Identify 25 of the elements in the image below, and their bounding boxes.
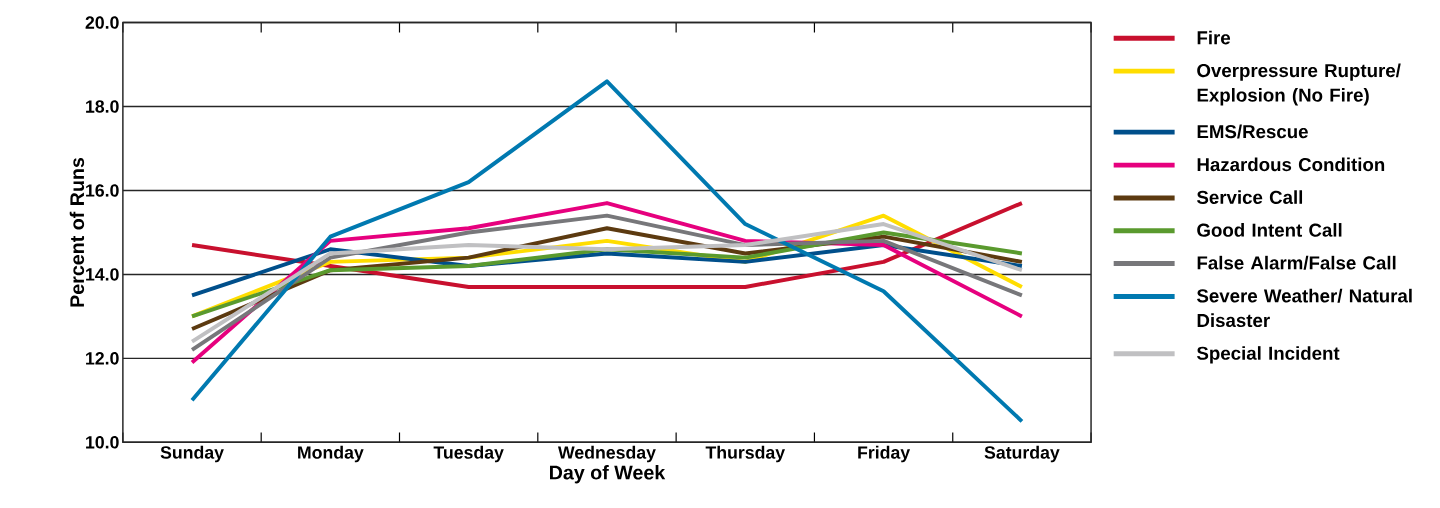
x-tick-label: Wednesday — [557, 445, 656, 463]
legend-label: Overpressure Rupture/ Explosion (No Fire) — [1197, 63, 1401, 106]
x-tick-label: Saturday — [984, 445, 1060, 463]
y-tick-label: 20.0 — [85, 16, 119, 29]
y-axis-title: Percent of Runs — [69, 157, 85, 307]
y-tick-label: 18.0 — [86, 100, 119, 113]
legend-label: Good Intent Call — [1197, 222, 1342, 237]
legend-label: EMS/Rescue — [1197, 124, 1308, 139]
line-series — [190, 79, 1024, 424]
y-tick-label: 12.0 — [86, 352, 119, 365]
legend-label: Service Call — [1196, 190, 1303, 204]
x-tick-label: Thursday — [705, 445, 786, 463]
legend-label: False Alarm/False Call — [1197, 255, 1396, 270]
y-tick-label: 16.0 — [86, 184, 119, 197]
x-tick-label: Sunday — [160, 445, 224, 463]
x-tick-label: Monday — [298, 445, 364, 463]
x-tick-label: Friday — [858, 445, 911, 463]
legend-label: Fire — [1197, 30, 1231, 45]
y-tick-label: 10.0 — [86, 435, 119, 449]
legend-label: Hazardous Condition — [1197, 157, 1385, 172]
legend-label: Special Incident — [1196, 346, 1340, 364]
x-tick-label: Tuesday — [433, 445, 504, 463]
y-tick-label: 14.0 — [86, 268, 119, 281]
x-axis-title: Day of Week — [550, 465, 666, 484]
legend-label: Severe Weather/ Natural Disaster — [1196, 288, 1412, 328]
